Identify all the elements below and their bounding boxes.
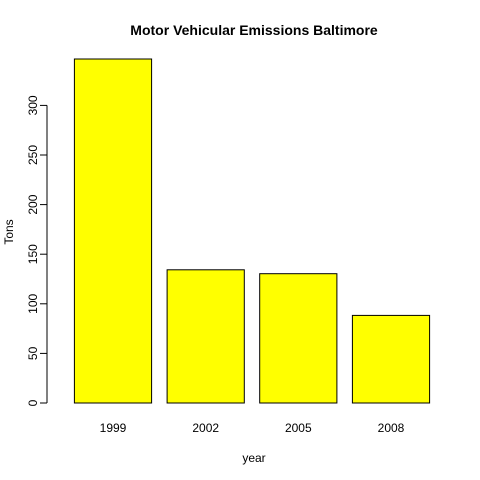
y-tick-label-250: 250 bbox=[26, 145, 40, 165]
y-axis: 0 50 100 150 200 250 300 bbox=[26, 95, 48, 406]
x-tick-labels: 1999 2002 2005 2008 bbox=[100, 421, 405, 435]
x-tick-label-2008: 2008 bbox=[378, 421, 405, 435]
bar-1999 bbox=[73, 58, 153, 404]
x-tick-label-2002: 2002 bbox=[192, 421, 219, 435]
y-tick-label-150: 150 bbox=[26, 244, 40, 264]
y-tick-label-100: 100 bbox=[26, 293, 40, 313]
bar-2008 bbox=[351, 314, 431, 404]
bar-2002 bbox=[166, 269, 245, 404]
x-tick-label-2005: 2005 bbox=[285, 421, 312, 435]
y-axis-label: Tons bbox=[2, 219, 16, 244]
y-tick-label-50: 50 bbox=[26, 346, 40, 360]
bar-2005 bbox=[259, 273, 338, 404]
y-tick-label-200: 200 bbox=[26, 194, 40, 214]
x-axis-label: year bbox=[242, 451, 265, 465]
y-tick-label-0: 0 bbox=[26, 399, 40, 406]
chart-title: Motor Vehicular Emissions Baltimore bbox=[130, 22, 378, 38]
x-tick-label-1999: 1999 bbox=[100, 421, 127, 435]
bars-group bbox=[73, 58, 431, 404]
y-tick-label-300: 300 bbox=[26, 95, 40, 115]
